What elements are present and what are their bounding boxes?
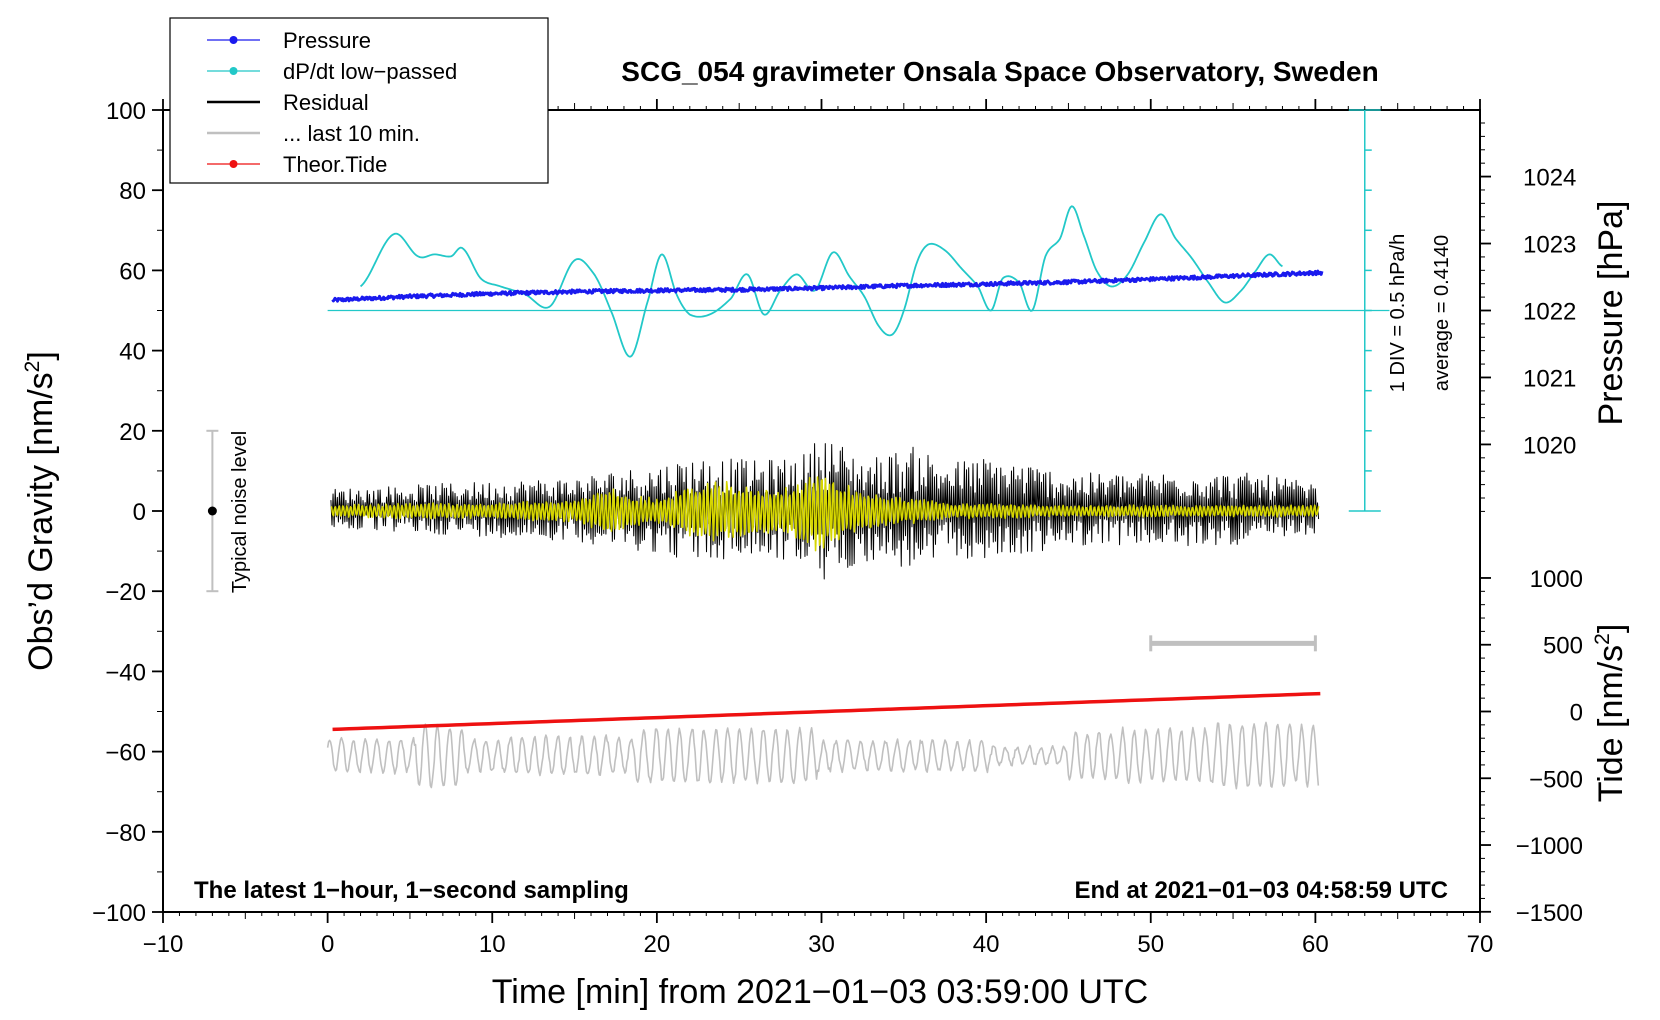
tide-tick-label: 0 [1570,700,1583,727]
x-tick-label: −10 [143,931,184,958]
legend-items: Pressure dP/dt low−passed Residual ... last… [207,28,457,177]
y-axis-label-left-text: Obs’d Gravity [nm/s [22,372,60,671]
x-axis-label: Time [min] from 2021−01−03 03:59:00 UTC [492,973,1148,1011]
y-axis-label-left-end: ] [22,351,60,360]
average-label: average = 0.4140 [1431,235,1453,391]
series-residual-lowpass [330,476,1320,552]
x-tick-label: 10 [479,931,506,958]
noise-level-label: Typical noise level [229,431,251,593]
noise-bar-dot [207,506,217,516]
x-tick-label: 0 [321,931,334,958]
legend: Pressure dP/dt low−passed Residual ... last… [169,17,549,184]
x-tick-label: 50 [1137,931,1164,958]
y-tick-label: −100 [92,900,146,927]
y-axis-label-tide-sup: 2 [1591,633,1614,645]
y-tick-label: −60 [105,740,146,767]
legend-label: ... last 10 min. [283,121,420,146]
y-tick-label: 60 [119,258,146,285]
tide-tick-label: −1500 [1516,900,1583,927]
legend-box [169,17,549,184]
tide-tick-label: −500 [1529,766,1583,793]
y-axis-label-tide-text: Tide [nm/s [1592,645,1630,802]
y-axis-label-tide: Tide [nm/s2] [1591,624,1630,803]
pressure-tick-label: 1022 [1523,299,1576,326]
y-tick-label: −80 [105,820,146,847]
series-last-10-min [326,721,1320,790]
y-tick-label: −40 [105,659,146,686]
y-tick-label: 80 [119,178,146,205]
y-axis-label-pressure: Pressure [hPa] [1592,201,1630,426]
y-axis-label-left: Obs’d Gravity [nm/s2] [21,351,60,671]
series-pressure [331,269,1324,303]
x-tick-label: 70 [1467,931,1494,958]
series-lines [326,205,1390,790]
y-tick-label: 40 [119,339,146,366]
y-tick-label: −20 [105,579,146,606]
div-scale-label: 1 DIV = 0.5 hPa/h [1387,234,1409,392]
y-tick-label: 100 [106,98,146,125]
legend-label: dP/dt low−passed [283,59,457,84]
pressure-tick-label: 1023 [1523,232,1576,259]
annotation-latest-hour: The latest 1−hour, 1−second sampling [194,877,629,904]
series-dpdt [359,205,1283,358]
annotation-end-time: End at 2021−01−03 04:58:59 UTC [1074,877,1448,904]
y-axis-label-tide-end: ] [1592,624,1630,633]
legend-marker [229,160,238,168]
y-tick-label: 0 [133,499,146,526]
y-tick-label: 20 [119,419,146,446]
x-tick-label: 60 [1302,931,1329,958]
legend-marker [229,67,238,75]
pressure-tick-label: 1021 [1523,365,1576,392]
tide-tick-label: 1000 [1530,566,1583,593]
x-tick-label: 30 [808,931,835,958]
legend-label: Theor.Tide [283,152,387,177]
pressure-tick-label: 1020 [1523,432,1576,459]
legend-label: Residual [283,90,369,115]
y-axis-label-left-sup: 2 [21,361,44,373]
series-theor-tide [332,691,1321,732]
pressure-tick-label: 1024 [1523,165,1576,192]
legend-marker [229,36,238,44]
tide-tick-label: −1000 [1516,833,1583,860]
legend-label: Pressure [283,28,371,53]
x-tick-label: 40 [973,931,1000,958]
axes: −10 0 10 20 30 40 50 60 70100806040200−20−40−60−… [92,98,1583,958]
tide-tick-label: 500 [1543,633,1583,660]
chart-title: SCG_054 gravimeter Onsala Space Observat… [621,56,1378,87]
x-tick-label: 20 [644,931,671,958]
